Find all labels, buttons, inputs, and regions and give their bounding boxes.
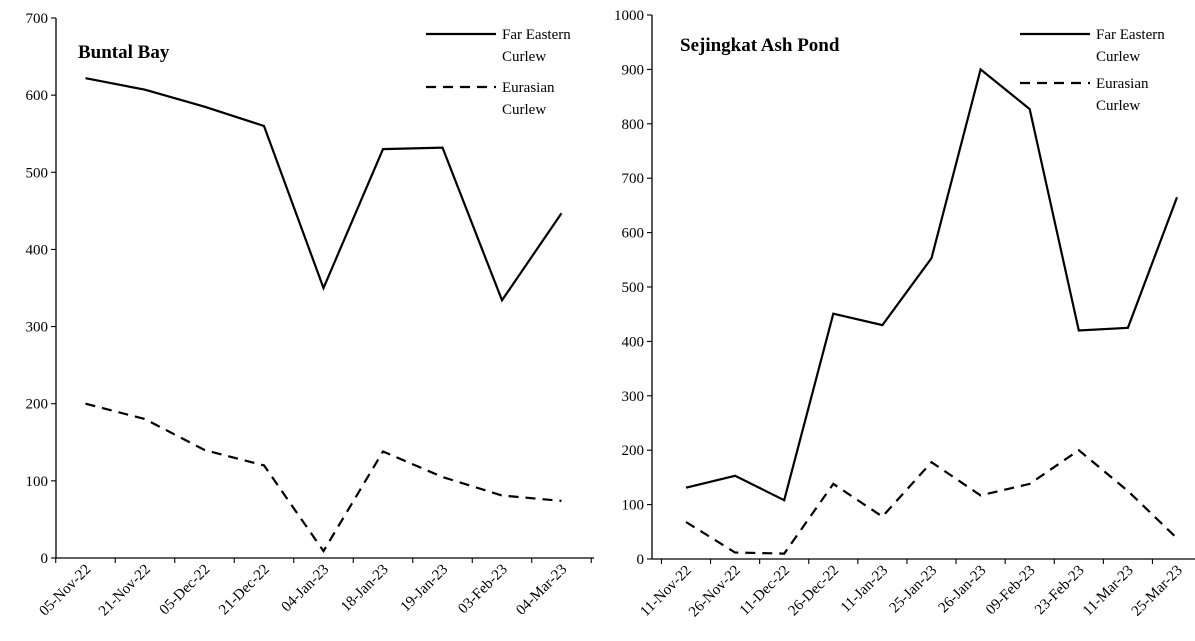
x-tick-label: 05-Nov-22 xyxy=(36,562,94,620)
x-tick-label: 26-Jan-23 xyxy=(936,563,990,617)
y-tick-label: 600 xyxy=(622,226,645,242)
x-tick-label: 21-Nov-22 xyxy=(96,562,154,620)
x-tick-label: 21-Dec-22 xyxy=(216,562,273,619)
x-tick-label: 09-Feb-23 xyxy=(983,563,1039,619)
legend-label: Curlew xyxy=(502,49,546,65)
x-tick-label: 11-Jan-23 xyxy=(838,563,891,616)
x-tick-label: 03-Feb-23 xyxy=(455,562,511,618)
y-tick-label: 600 xyxy=(26,88,49,104)
y-tick-label: 700 xyxy=(26,11,49,27)
series-line-eurasian-curlew xyxy=(85,402,562,554)
chart-panel-1: 0 100 200 300 400 500 600 700 05-Nov-22 21-Nov-22… xyxy=(26,11,594,620)
y-tick-label: 1000 xyxy=(614,8,644,24)
chart-title: Buntal Bay xyxy=(78,42,170,63)
y-tick-label: 900 xyxy=(622,62,645,78)
y-tick-label: 700 xyxy=(622,171,645,187)
y-tick-label: 100 xyxy=(622,498,645,514)
x-tick-label: 26-Dec-22 xyxy=(785,563,842,620)
legend-label: Far Eastern xyxy=(1096,27,1165,43)
y-tick-label: 500 xyxy=(26,165,49,181)
x-tick-label: 25-Mar-23 xyxy=(1129,563,1186,620)
y-tick-label: 100 xyxy=(26,474,49,490)
x-tick-label: 05-Dec-22 xyxy=(157,562,214,619)
x-tick-label: 04-Jan-23 xyxy=(279,562,333,616)
legend-label: Curlew xyxy=(1096,49,1140,65)
series-line-eurasian-curlew xyxy=(685,448,1178,555)
x-tick-label: 11-Dec-22 xyxy=(737,563,793,619)
legend-label: Eurasian xyxy=(1096,76,1149,92)
x-tick-label: 25-Jan-23 xyxy=(887,563,941,617)
x-tick-label: 23-Feb-23 xyxy=(1032,563,1088,619)
legend-label: Eurasian xyxy=(502,80,555,96)
legend: Far Eastern Curlew Eurasian Curlew xyxy=(1020,27,1165,114)
chart-title: Sejingkat Ash Pond xyxy=(680,35,840,56)
legend-label: Curlew xyxy=(1096,98,1140,114)
y-tick-label: 500 xyxy=(622,280,645,296)
y-tick-label: 400 xyxy=(622,334,645,350)
x-tick-label: 11-Mar-23 xyxy=(1080,563,1137,620)
x-tick-label: 11-Nov-22 xyxy=(637,563,694,620)
x-tick-label: 18-Jan-23 xyxy=(338,562,392,616)
chart-panel-2: 0 100 200 300 400 500 600 700 800 900 1000 11-Nov-2… xyxy=(614,8,1195,620)
x-tick-label: 19-Jan-23 xyxy=(398,562,452,616)
legend-label: Curlew xyxy=(502,102,546,118)
x-tick-label: 04-Mar-23 xyxy=(513,562,570,619)
series-line-far-eastern-curlew xyxy=(685,67,1179,502)
y-tick-label: 300 xyxy=(622,389,645,405)
legend: Far Eastern Curlew Eurasian Curlew xyxy=(426,27,571,118)
y-tick-label: 0 xyxy=(41,551,49,567)
y-tick-label: 300 xyxy=(26,320,49,336)
y-tick-label: 800 xyxy=(622,117,645,133)
y-tick-label: 400 xyxy=(26,242,49,258)
series-line-far-eastern-curlew xyxy=(85,77,563,303)
y-tick-label: 200 xyxy=(26,397,49,413)
y-tick-label: 0 xyxy=(637,552,645,568)
y-tick-label: 200 xyxy=(622,443,645,459)
legend-label: Far Eastern xyxy=(502,27,571,43)
x-tick-label: 26-Nov-22 xyxy=(686,563,744,621)
